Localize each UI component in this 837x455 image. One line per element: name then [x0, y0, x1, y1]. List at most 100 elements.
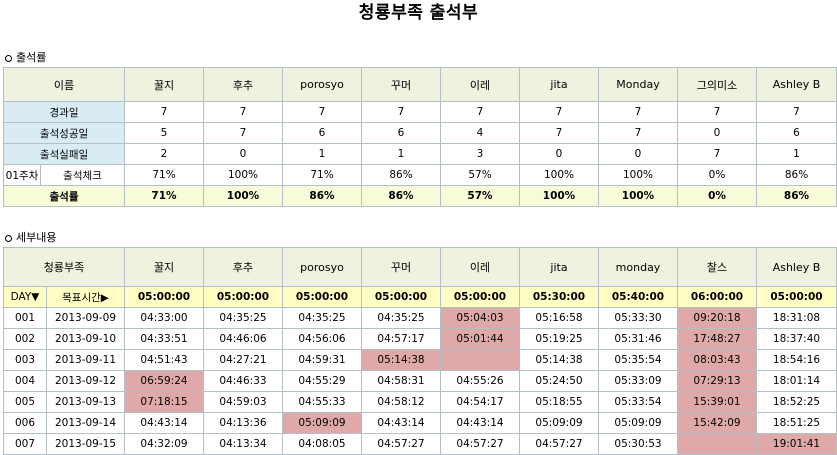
time-cell: 05:30:53	[598, 433, 678, 455]
time-cell: 04:13:34	[203, 433, 283, 455]
value-cell: 0	[203, 143, 283, 165]
member-header-cell: 꿀지	[124, 67, 204, 102]
target-time-cell: 05:00:00	[440, 286, 520, 308]
time-cell: 04:55:29	[282, 370, 362, 392]
table-header-row: 이름 꿀지 후추 porosyo 꾸머 이레 jita Monday 그의미소 Ashley B	[3, 67, 837, 102]
table-row: 002 2013-09-10 04:33:51 04:46:06 04:56:06 04:…	[3, 328, 837, 350]
day-date-cell: 003 2013-09-11	[3, 349, 125, 371]
table-row: 007 2013-09-15 04:32:09 04:13:34 04:08:05 04:…	[3, 433, 837, 455]
circle-bullet-icon	[5, 54, 12, 62]
value-cell: 100%	[519, 164, 599, 186]
value-cell: 86%	[756, 164, 837, 186]
value-cell: 5	[124, 122, 204, 144]
value-cell: 6	[756, 122, 837, 144]
member-header-cell: 이레	[440, 247, 520, 287]
value-cell: 7	[282, 101, 362, 123]
day-date-cell: 002 2013-09-10	[3, 328, 125, 350]
target-time-cell: 05:00:00	[282, 286, 362, 308]
value-cell: 100%	[203, 164, 283, 186]
value-cell: 1	[282, 143, 362, 165]
rate-cell: 86%	[282, 185, 362, 207]
member-header-cell: Monday	[598, 67, 678, 102]
table-row: 출석률 71% 100% 86% 86% 57% 100% 100% 0% 86%	[3, 185, 837, 207]
member-header-cell: 꾸머	[361, 67, 441, 102]
value-cell: 7	[124, 101, 204, 123]
rate-cell: 100%	[519, 185, 599, 207]
week-cell: 01주차 출석체크	[3, 164, 125, 186]
value-cell: 86%	[361, 164, 441, 186]
day-date-cell: 007 2013-09-15	[3, 433, 125, 455]
time-cell: 04:46:33	[203, 370, 283, 392]
rate-cell: 0%	[677, 185, 757, 207]
day-number: 004	[5, 371, 47, 391]
day-number: 007	[5, 434, 47, 454]
time-cell: 08:03:43	[677, 349, 757, 371]
time-cell: 04:08:05	[282, 433, 362, 455]
time-cell	[677, 433, 757, 455]
date: 2013-09-12	[54, 375, 117, 387]
member-header-cell: jita	[519, 247, 599, 287]
member-header-cell: 후추	[203, 247, 283, 287]
day-target-cell: DAY▼ 목표시간▶	[3, 286, 125, 308]
value-cell: 100%	[598, 164, 678, 186]
target-time-cell: 05:00:00	[124, 286, 204, 308]
time-cell: 05:19:25	[519, 328, 599, 350]
target-time-cell: 06:00:00	[677, 286, 757, 308]
date: 2013-09-15	[54, 438, 117, 450]
target-time-cell: 05:00:00	[361, 286, 441, 308]
table-row: 출석실패일 2 0 1 1 3 0 0 7 1	[3, 143, 837, 165]
time-cell: 05:35:54	[598, 349, 678, 371]
value-cell: 7	[677, 143, 757, 165]
target-time-row: DAY▼ 목표시간▶ 05:00:00 05:00:00 05:00:00 05:00:0…	[3, 286, 837, 308]
time-cell: 04:43:14	[440, 412, 520, 434]
time-cell: 05:18:55	[519, 391, 599, 413]
member-header-cell: Ashley B	[756, 67, 837, 102]
date: 2013-09-14	[54, 417, 117, 429]
time-cell: 05:14:38	[519, 349, 599, 371]
time-cell: 07:29:13	[677, 370, 757, 392]
time-cell: 04:54:17	[440, 391, 520, 413]
rate-cell: 71%	[124, 185, 204, 207]
time-cell: 04:59:31	[282, 349, 362, 371]
rate-cell: 57%	[440, 185, 520, 207]
day-number: 003	[5, 350, 47, 370]
time-cell: 04:27:21	[203, 349, 283, 371]
target-header: 목표시간▶	[62, 291, 109, 304]
time-cell: 04:58:12	[361, 391, 441, 413]
value-cell: 7	[440, 101, 520, 123]
value-cell: 1	[361, 143, 441, 165]
rate-cell: 86%	[361, 185, 441, 207]
value-cell: 71%	[282, 164, 362, 186]
member-header-cell: Ashley B	[756, 247, 837, 287]
date: 2013-09-10	[54, 333, 117, 345]
value-cell: 7	[756, 101, 837, 123]
rate-cell: 100%	[598, 185, 678, 207]
value-cell: 6	[361, 122, 441, 144]
time-cell	[440, 349, 520, 371]
day-number: 001	[5, 308, 47, 328]
time-cell: 04:51:43	[124, 349, 204, 371]
table-row: 경과일 7 7 7 7 7 7 7 7 7	[3, 101, 837, 123]
time-cell: 04:33:51	[124, 328, 204, 350]
time-cell: 18:37:40	[756, 328, 837, 350]
time-cell: 04:33:00	[124, 307, 204, 329]
time-cell: 05:09:09	[598, 412, 678, 434]
rate-cell: 100%	[203, 185, 283, 207]
section-attendance-rate: 출석률	[5, 51, 46, 65]
time-cell: 09:20:18	[677, 307, 757, 329]
time-cell: 04:57:27	[519, 433, 599, 455]
time-cell: 05:31:46	[598, 328, 678, 350]
member-header-cell: 그의미소	[677, 67, 757, 102]
value-cell: 0%	[677, 164, 757, 186]
table-row: 004 2013-09-12 06:59:24 04:46:33 04:55:29 04:…	[3, 370, 837, 392]
day-date-cell: 004 2013-09-12	[3, 370, 125, 392]
header-cell: 청룡부족	[3, 247, 125, 287]
value-cell: 0	[519, 143, 599, 165]
row-label: 출석체크	[63, 169, 102, 182]
value-cell: 7	[519, 122, 599, 144]
section-label: 출석률	[16, 51, 47, 64]
time-cell: 04:46:06	[203, 328, 283, 350]
value-cell: 7	[677, 101, 757, 123]
